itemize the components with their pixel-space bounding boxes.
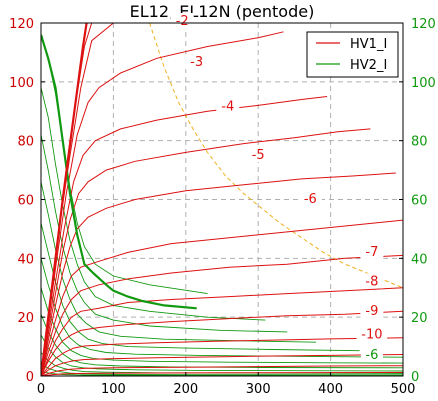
hv1-curve-2 <box>41 31 284 376</box>
curve-label-bg <box>170 13 194 28</box>
hv1-curve-10 <box>41 337 403 376</box>
grid-voltage-label: -2 <box>176 14 189 29</box>
hv2-curve-2 <box>41 134 288 333</box>
grid-voltage-label: -5 <box>252 148 265 163</box>
screen-label-bg <box>360 346 383 362</box>
y-tick-label-right: 120 <box>411 17 436 32</box>
y-tick-label-right: 20 <box>411 311 428 326</box>
grid-voltage-label: -8 <box>365 274 378 289</box>
curve-label-bg <box>185 54 209 70</box>
legend-label-hv1: HV1_I <box>350 37 387 52</box>
y-tick-label-left: 0 <box>26 370 34 385</box>
x-tick-label: 300 <box>246 382 271 397</box>
chart-title: EL12, EL12N (pentode) <box>130 2 315 21</box>
curves <box>41 23 403 376</box>
grid-voltage-label: -7 <box>365 245 378 260</box>
hv1-curve-3 <box>41 96 328 376</box>
hv1-curve-12 <box>41 365 403 376</box>
curve-label-bg <box>360 273 384 289</box>
curve-label-bg <box>246 146 270 162</box>
hv1-curve-7 <box>41 254 403 376</box>
curve-label-bg <box>216 98 240 114</box>
y-tick-label-left: 20 <box>17 311 34 326</box>
curve-labels: -2 -3 -4 -5 -6 -7 -8 -9 -10 -6 <box>170 13 388 363</box>
max-dissipation-curve <box>149 23 403 289</box>
hv2-curve-5 <box>41 258 403 358</box>
hv1-knee-curve <box>41 23 88 376</box>
grid-voltage-label: -3 <box>190 55 203 70</box>
hv2-knee-curve <box>41 34 197 310</box>
curve-label-bg <box>360 302 384 318</box>
hv2-curve-3 <box>41 181 317 343</box>
grid-voltage-label: -10 <box>361 327 382 342</box>
y-tick-label-right: 100 <box>411 76 436 91</box>
x-tick-label: 400 <box>318 382 343 397</box>
y-tick-label-left: 100 <box>9 76 34 91</box>
curve-label-bg <box>360 243 384 259</box>
hv2-curve-6 <box>41 287 403 364</box>
legend-box <box>306 31 399 78</box>
x-tick-label: 100 <box>101 382 126 397</box>
hv1-curve-5 <box>41 172 396 376</box>
curve-label-bg <box>356 326 388 342</box>
y-tick-label-left: 40 <box>17 252 34 267</box>
legend-label-hv2: HV2_I <box>350 58 387 73</box>
hv2-curve-1 <box>41 87 266 321</box>
hv1-curve-11 <box>41 354 403 376</box>
x-tick-label: 200 <box>173 382 198 397</box>
hv1-curve-13 <box>41 372 403 376</box>
grid-voltage-label: -6 <box>304 192 317 207</box>
x-tick-label: 500 <box>391 382 416 397</box>
grid-voltage-label: -4 <box>221 99 234 114</box>
x-tick-label: 0 <box>37 382 45 397</box>
hv2-curve-4 <box>41 222 360 352</box>
hv1-curve-8 <box>41 287 403 376</box>
y-tick-label-left: 60 <box>17 194 34 209</box>
hv1-curve-9 <box>41 310 403 376</box>
hv1-curve-4 <box>41 128 371 376</box>
y-tick-label-left: 80 <box>17 135 34 150</box>
curve-label-bg <box>298 190 322 206</box>
y-tick-label-right: 0 <box>411 370 419 385</box>
y-tick-label-right: 60 <box>411 194 428 209</box>
y-tick-label-right: 80 <box>411 135 428 150</box>
hv1-curve-6 <box>41 219 403 376</box>
screen-grid-label: -6 <box>365 348 378 363</box>
legend: HV1_I HV2_I <box>306 31 399 78</box>
y-tick-label-left: 120 <box>9 17 34 32</box>
hv2-curve-8 <box>41 334 403 372</box>
y-tick-label-right: 40 <box>411 252 428 267</box>
grid-voltage-label: -9 <box>365 304 378 319</box>
